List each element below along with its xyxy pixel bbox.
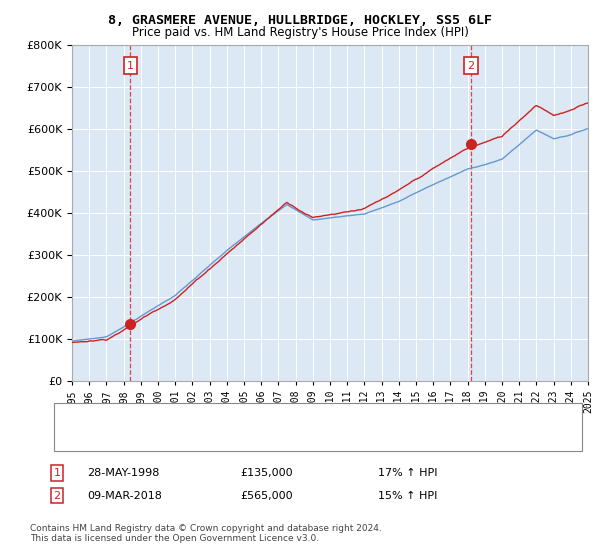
Text: 8, GRASMERE AVENUE, HULLBRIDGE, HOCKLEY, SS5 6LF: 8, GRASMERE AVENUE, HULLBRIDGE, HOCKLEY,… bbox=[108, 14, 492, 27]
Text: 15% ↑ HPI: 15% ↑ HPI bbox=[378, 491, 437, 501]
Text: Price paid vs. HM Land Registry's House Price Index (HPI): Price paid vs. HM Land Registry's House … bbox=[131, 26, 469, 39]
Text: 09-MAR-2018: 09-MAR-2018 bbox=[87, 491, 162, 501]
Text: 17% ↑ HPI: 17% ↑ HPI bbox=[378, 468, 437, 478]
Text: 2: 2 bbox=[467, 61, 475, 71]
Text: 28-MAY-1998: 28-MAY-1998 bbox=[87, 468, 160, 478]
Text: 8, GRASMERE AVENUE, HULLBRIDGE, HOCKLEY, SS5 6LF (detached house): 8, GRASMERE AVENUE, HULLBRIDGE, HOCKLEY,… bbox=[96, 411, 484, 421]
Text: ——: —— bbox=[66, 432, 81, 445]
Text: £565,000: £565,000 bbox=[240, 491, 293, 501]
Text: 1: 1 bbox=[53, 468, 61, 478]
Text: 2: 2 bbox=[53, 491, 61, 501]
Text: 1: 1 bbox=[127, 61, 134, 71]
Text: Contains HM Land Registry data © Crown copyright and database right 2024.
This d: Contains HM Land Registry data © Crown c… bbox=[30, 524, 382, 543]
Text: HPI: Average price, detached house, Rochford: HPI: Average price, detached house, Roch… bbox=[96, 434, 335, 444]
Text: ——: —— bbox=[66, 409, 81, 423]
Text: £135,000: £135,000 bbox=[240, 468, 293, 478]
